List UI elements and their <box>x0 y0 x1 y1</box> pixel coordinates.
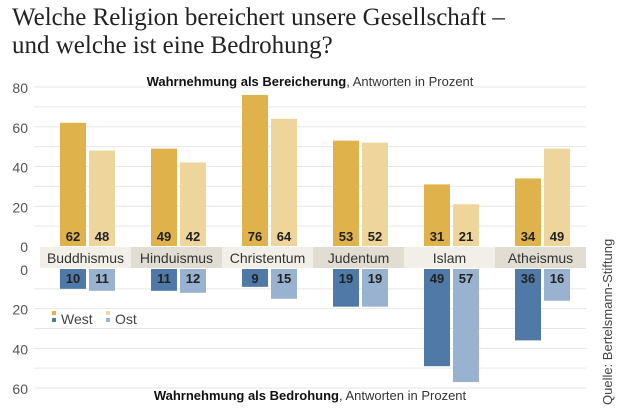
bar-west-bedrohung <box>515 269 541 341</box>
data-label: 48 <box>95 229 109 244</box>
legend-swatch-bottom <box>106 318 110 322</box>
data-label: 34 <box>521 229 536 244</box>
y-tick-label: 0 <box>20 239 28 255</box>
data-label: 12 <box>186 271 200 286</box>
legend-swatch-top <box>52 311 56 315</box>
data-label: 42 <box>186 229 200 244</box>
data-label: 10 <box>66 271 80 286</box>
category-label: Atheismus <box>508 250 573 266</box>
data-label: 52 <box>368 229 382 244</box>
chart-title: Welche Religion bereichert unsere Gesell… <box>12 4 505 60</box>
bar-west-bedrohung <box>60 269 86 289</box>
legend-label: Ost <box>115 311 137 327</box>
bar-ost-bereicherung <box>89 150 115 246</box>
title-bold: Wahrnehmung als Bedrohung <box>154 388 339 403</box>
data-label: 76 <box>248 229 262 244</box>
source-note: Quelle: Bertelsmann-Stiftung <box>600 238 615 405</box>
y-tick-label: 20 <box>12 199 28 215</box>
category-label: Judentum <box>328 250 389 266</box>
y-tick-label: 60 <box>12 120 28 136</box>
bar-west-bereicherung <box>60 122 86 246</box>
bar-ost-bereicherung <box>180 162 206 246</box>
data-label: 64 <box>277 229 292 244</box>
data-label: 19 <box>368 271 382 286</box>
bar-ost-bedrohung <box>271 269 297 299</box>
legend-label: West <box>61 311 93 327</box>
data-label: 53 <box>339 229 353 244</box>
bar-west-bedrohung <box>333 269 359 307</box>
data-label: 49 <box>430 271 444 286</box>
bar-ost-bereicherung <box>362 142 388 246</box>
bar-west-bedrohung <box>151 269 177 291</box>
bar-ost-bedrohung <box>180 269 206 293</box>
category-label: Buddhismus <box>47 250 124 266</box>
data-label: 57 <box>459 271 473 286</box>
y-tick-label: 20 <box>12 302 28 318</box>
bar-ost-bereicherung <box>271 118 297 246</box>
data-label: 21 <box>459 229 473 244</box>
bar-west-bedrohung <box>424 269 450 367</box>
data-label: 11 <box>95 271 109 286</box>
y-tick-label: 40 <box>12 160 28 176</box>
bar-west-bedrohung <box>242 269 268 287</box>
category-band <box>222 247 313 268</box>
bar-west-bereicherung <box>424 184 450 246</box>
bar-ost-bedrohung <box>89 269 115 291</box>
title-line-1: Welche Religion bereichert unsere Gesell… <box>12 4 505 31</box>
data-label: 16 <box>550 271 564 286</box>
bar-ost-bedrohung <box>544 269 570 301</box>
bar-west-bereicherung <box>333 140 359 246</box>
data-label: 31 <box>430 229 444 244</box>
legend-swatch-bottom <box>52 318 56 322</box>
bar-ost-bereicherung <box>544 148 570 246</box>
data-label: 11 <box>157 271 171 286</box>
title-line-2: und welche ist eine Bedrohung? <box>12 32 333 59</box>
data-label: 9 <box>251 271 258 286</box>
category-band <box>495 247 586 268</box>
bar-west-bereicherung <box>151 148 177 246</box>
data-label: 49 <box>550 229 564 244</box>
title-rest: , Antworten in Prozent <box>339 388 467 403</box>
category-label: Islam <box>433 250 466 266</box>
category-label: Christentum <box>230 250 305 266</box>
legend-swatch-top <box>106 311 110 315</box>
category-band <box>404 247 495 268</box>
data-label: 36 <box>521 271 535 286</box>
bar-ost-bedrohung <box>453 269 479 383</box>
category-band <box>313 247 404 268</box>
data-label: 62 <box>66 229 80 244</box>
bar-west-bereicherung <box>515 178 541 246</box>
bar-ost-bedrohung <box>362 269 388 307</box>
data-label: 19 <box>339 271 353 286</box>
data-label: 15 <box>277 271 291 286</box>
y-tick-label: 40 <box>12 341 28 357</box>
data-label: 49 <box>157 229 171 244</box>
category-band <box>131 247 222 268</box>
y-tick-label: 80 <box>12 80 28 96</box>
bar-west-bereicherung <box>242 94 268 246</box>
title-rest: , Antworten in Prozent <box>346 74 474 89</box>
category-band <box>40 247 131 268</box>
title-bold: Wahrnehmung als Bereicherung <box>147 74 347 89</box>
bar-ost-bereicherung <box>453 204 479 246</box>
top-chart-title: Wahrnehmung als Bereicherung, Antworten … <box>147 74 474 89</box>
y-tick-label: 60 <box>12 381 28 397</box>
bottom-chart-title: Wahrnehmung als Bedrohung, Antworten in … <box>154 388 467 403</box>
category-label: Hinduismus <box>140 250 213 266</box>
y-tick-label: 0 <box>20 262 28 278</box>
